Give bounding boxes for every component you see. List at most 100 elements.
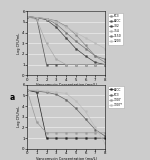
1307	[104, 132, 106, 134]
1150	[65, 32, 67, 33]
Legend: ATCC, PC3, 1307, 1307*: ATCC, PC3, 1307, 1307*	[108, 86, 124, 108]
302	[26, 16, 28, 17]
1203	[94, 42, 96, 44]
1150	[75, 40, 77, 42]
1150	[104, 58, 106, 60]
354	[75, 64, 77, 65]
1307*	[75, 100, 77, 102]
PC3	[46, 18, 47, 20]
302	[85, 55, 86, 57]
ATCC	[65, 64, 67, 65]
ATCC	[36, 18, 38, 20]
302	[104, 64, 106, 65]
ATCC	[94, 137, 96, 139]
1307	[65, 132, 67, 134]
ATCC	[104, 64, 106, 65]
Line: ATCC: ATCC	[26, 89, 106, 139]
PC3	[75, 107, 77, 109]
ATCC	[26, 16, 28, 17]
1307	[36, 121, 38, 123]
302	[75, 48, 77, 49]
1150	[26, 16, 28, 17]
1203	[55, 21, 57, 23]
1203	[85, 37, 86, 39]
302	[55, 26, 57, 28]
354	[94, 64, 96, 65]
1307	[85, 132, 86, 134]
1307	[94, 132, 96, 134]
PC3	[26, 16, 28, 17]
1203	[46, 18, 47, 20]
1307*	[94, 127, 96, 128]
ATCC	[75, 64, 77, 65]
354	[85, 64, 86, 65]
PC3	[75, 34, 77, 36]
354	[55, 58, 57, 60]
1150	[85, 48, 86, 49]
PC3	[94, 129, 96, 131]
1307*	[26, 89, 28, 91]
302	[46, 19, 47, 21]
ATCC	[85, 64, 86, 65]
PC3	[36, 90, 38, 92]
Y-axis label: Log CFU/mL: Log CFU/mL	[17, 106, 21, 127]
Line: 1150: 1150	[26, 16, 106, 60]
1203	[104, 48, 106, 49]
1203	[36, 17, 38, 19]
354	[26, 16, 28, 17]
354	[65, 64, 67, 65]
PC3	[94, 55, 96, 57]
Line: 1307: 1307	[26, 89, 106, 134]
Line: PC3: PC3	[26, 89, 106, 137]
PC3	[46, 91, 47, 93]
1307*	[65, 92, 67, 94]
Line: 1203: 1203	[26, 16, 106, 49]
PC3	[26, 89, 28, 91]
1307	[26, 89, 28, 91]
1307*	[55, 91, 57, 93]
ATCC	[55, 64, 57, 65]
1150	[94, 55, 96, 57]
Text: a: a	[10, 93, 15, 102]
Line: 354: 354	[26, 16, 106, 65]
1307*	[46, 90, 47, 92]
PC3	[65, 99, 67, 101]
ATCC	[65, 137, 67, 139]
Legend: PC3, ATCC, 302, 354, 1150, 1203: PC3, ATCC, 302, 354, 1150, 1203	[108, 13, 123, 44]
1203	[75, 32, 77, 33]
Line: ATCC: ATCC	[26, 16, 106, 65]
PC3	[85, 118, 86, 120]
1307	[55, 132, 57, 134]
1307*	[85, 111, 86, 112]
Y-axis label: Log CFU/mL: Log CFU/mL	[17, 33, 21, 54]
302	[65, 37, 67, 39]
ATCC	[55, 137, 57, 139]
PC3	[55, 20, 57, 22]
1150	[36, 17, 38, 19]
1307	[46, 132, 47, 134]
PC3	[104, 135, 106, 137]
Line: 1307*: 1307*	[26, 89, 106, 144]
354	[46, 42, 47, 44]
ATCC	[104, 137, 106, 139]
ATCC	[26, 89, 28, 91]
X-axis label: Vancomycin Concentration (mg/L): Vancomycin Concentration (mg/L)	[36, 156, 96, 160]
ATCC	[94, 64, 96, 65]
ATCC	[36, 91, 38, 93]
Line: PC3: PC3	[26, 16, 106, 63]
ATCC	[46, 137, 47, 139]
Line: 302: 302	[26, 16, 106, 65]
1203	[26, 16, 28, 17]
1307	[75, 132, 77, 134]
1203	[65, 26, 67, 28]
PC3	[55, 93, 57, 95]
ATCC	[75, 137, 77, 139]
X-axis label: Vancomycin Concentration (mg/L): Vancomycin Concentration (mg/L)	[36, 83, 96, 87]
ATCC	[85, 137, 86, 139]
ATCC	[46, 64, 47, 65]
PC3	[104, 61, 106, 63]
1150	[55, 23, 57, 25]
1150	[46, 18, 47, 20]
PC3	[36, 17, 38, 19]
302	[94, 61, 96, 63]
